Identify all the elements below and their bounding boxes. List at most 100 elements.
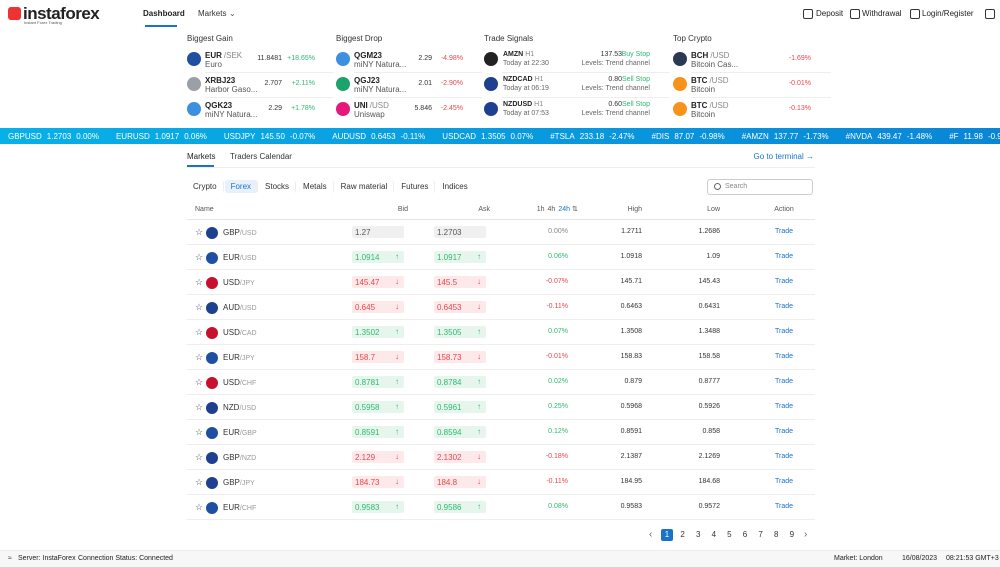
tab[interactable]: Markets (187, 152, 216, 161)
flag (206, 277, 218, 289)
chevron: ⌄ (229, 9, 236, 18)
favorite-star[interactable]: ☆ (195, 427, 204, 437)
signal-price: 137.53 (600, 51, 622, 58)
item-change: -0.13% (788, 105, 811, 112)
symbol: NZDUSD (503, 101, 533, 108)
favorite-star[interactable]: ☆ (195, 352, 204, 362)
bid-value: 0.8781 (355, 378, 380, 387)
item-price: 2.29 (418, 55, 432, 62)
favorite-star[interactable]: ☆ (195, 277, 204, 287)
base: EUR (223, 253, 240, 262)
signal-levels: Levels: Trend channel (581, 110, 651, 117)
col-header-periods: 1h 4h 24h (490, 206, 570, 213)
terminal-link[interactable]: Go to terminal → (753, 152, 814, 161)
page-number[interactable]: 5 (727, 530, 732, 539)
nav-underline (145, 25, 177, 27)
ticker-price: 87.07 (674, 131, 695, 141)
tab[interactable]: Traders Calendar (230, 152, 292, 161)
nav-item[interactable]: Markets (198, 9, 227, 18)
category-tab[interactable]: Stocks (259, 180, 297, 193)
search-box[interactable]: Search (707, 179, 813, 195)
ticker-change: -0.99% (987, 131, 1000, 141)
page-number[interactable]: 4 (711, 530, 717, 539)
page-number[interactable]: 1 (661, 529, 673, 541)
category-tab[interactable]: Forex (224, 180, 259, 193)
favorite-star[interactable]: ☆ (195, 452, 204, 462)
low: 2.1269 (698, 453, 720, 460)
category-tab[interactable]: Futures (395, 180, 436, 193)
panel-title: Biggest Gain (187, 34, 233, 43)
header-action[interactable]: Withdrawal (862, 9, 902, 18)
page-next[interactable]: › (804, 529, 808, 540)
favorite-star[interactable]: ☆ (195, 477, 204, 487)
trade-link[interactable]: Trade (774, 278, 794, 285)
category-tab[interactable]: Crypto (187, 180, 224, 193)
trade-link[interactable]: Trade (774, 353, 794, 360)
page-number[interactable]: 7 (758, 530, 763, 539)
nav-item[interactable]: Dashboard (143, 9, 185, 18)
item-symbol: QGK23 (205, 101, 234, 110)
ask-box: 0.8594 ↑ (434, 426, 486, 438)
header-action[interactable]: Deposit (816, 9, 844, 18)
symbol: QGJ23 (354, 76, 380, 85)
period[interactable]: 1h (536, 206, 545, 213)
ticker-symbol: USDJPY (223, 131, 256, 141)
item-change: +18.65% (287, 55, 315, 62)
separator (205, 72, 333, 73)
item-price: 5.846 (414, 105, 432, 112)
trade-link[interactable]: Trade (774, 328, 794, 335)
page-number[interactable]: 9 (789, 530, 795, 539)
trade-link[interactable]: Trade (774, 303, 794, 310)
category-tab[interactable]: Metals (297, 180, 334, 193)
trade-link[interactable]: Trade (774, 253, 794, 260)
base: EUR (223, 353, 240, 362)
quote: /CHF (239, 380, 257, 387)
trend-arrow: ↓ (477, 477, 481, 486)
trade-link[interactable]: Trade (774, 478, 794, 485)
favorite-star[interactable]: ☆ (195, 402, 204, 412)
row-border (187, 394, 815, 395)
menu-icon[interactable] (985, 9, 995, 19)
page-number[interactable]: 2 (680, 530, 685, 539)
trend-arrow: ↑ (395, 327, 399, 336)
page-number[interactable]: 8 (773, 530, 779, 539)
trend-arrow: ↓ (395, 277, 399, 286)
favorite-star[interactable]: ☆ (195, 327, 204, 337)
row-border (187, 519, 815, 520)
page-number[interactable]: 6 (742, 530, 748, 539)
favorite-star[interactable]: ☆ (195, 302, 204, 312)
trend-arrow: ↑ (477, 502, 481, 511)
item-icon (484, 77, 498, 91)
trade-link[interactable]: Trade (774, 228, 794, 235)
ticker-change: -1.48% (906, 131, 933, 141)
footer (0, 550, 1000, 567)
high: 158.83 (620, 353, 642, 360)
trend-arrow: ↑ (395, 427, 399, 436)
suffix: /USD (709, 76, 729, 85)
category-tab[interactable]: Indices (442, 182, 468, 191)
favorite-star[interactable]: ☆ (195, 227, 204, 237)
category-tab[interactable]: Raw material (335, 180, 395, 193)
logo-tagline: Instant Forex Trading (24, 20, 62, 25)
favorite-star[interactable]: ☆ (195, 502, 204, 512)
trade-link[interactable]: Trade (774, 428, 794, 435)
period[interactable]: 4h (547, 206, 556, 213)
low: 158.58 (698, 353, 720, 360)
ask-value: 145.5 (437, 278, 458, 287)
period[interactable]: 24h (558, 206, 570, 213)
signal-symbol: AMZN H1 (503, 51, 534, 58)
favorite-star[interactable]: ☆ (195, 377, 204, 387)
page-prev[interactable]: ‹ (649, 529, 653, 540)
item-change: -4.98% (440, 55, 463, 62)
base: GBP (223, 228, 240, 237)
trade-link[interactable]: Trade (774, 378, 794, 385)
trade-link[interactable]: Trade (774, 503, 794, 510)
item-price: 11.8481 (257, 55, 282, 62)
trade-link[interactable]: Trade (774, 403, 794, 410)
ask-box: 1.3505 ↑ (434, 326, 486, 338)
page-number[interactable]: 3 (695, 530, 701, 539)
favorite-star[interactable]: ☆ (195, 252, 204, 262)
trade-link[interactable]: Trade (774, 453, 794, 460)
header-action[interactable]: Login/Register (922, 9, 974, 18)
